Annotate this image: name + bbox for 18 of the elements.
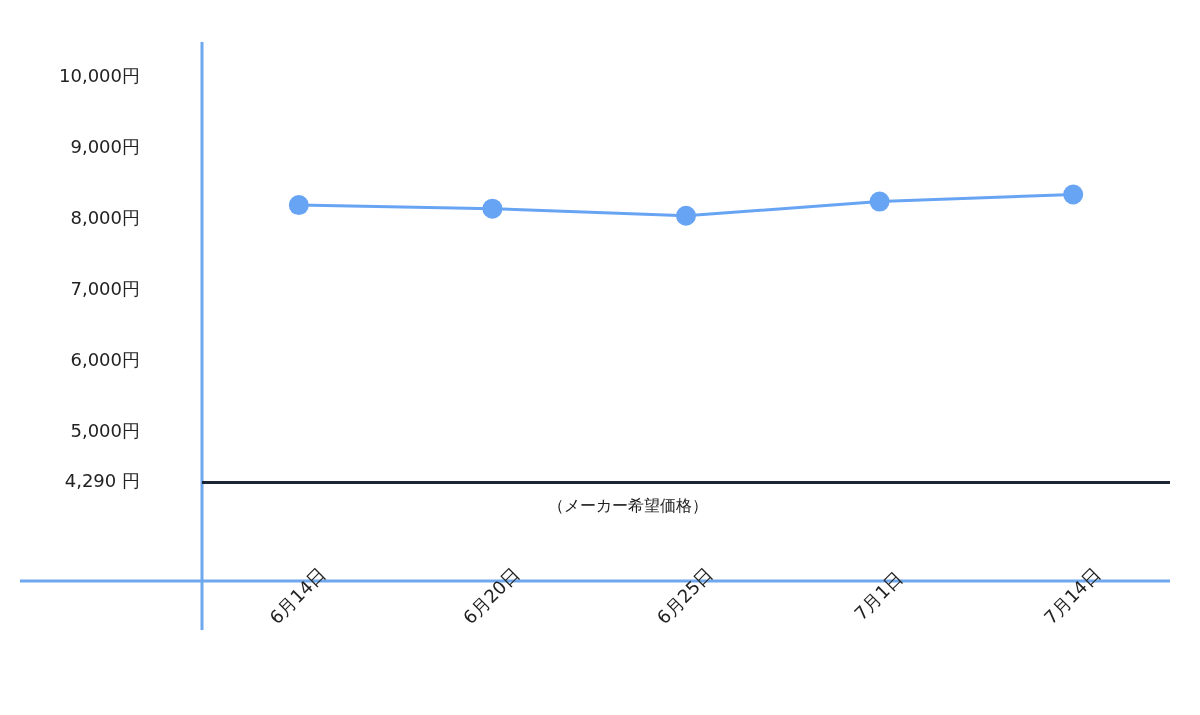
- x-tick-label: 6月20日: [458, 563, 524, 629]
- y-tick-label: 7,000円: [70, 277, 140, 299]
- y-tick-label: 5,000円: [70, 419, 140, 441]
- y-tick-label: 9,000円: [70, 136, 140, 158]
- point: [676, 205, 696, 226]
- y-tick-label: 4,290 円: [64, 470, 140, 492]
- x-tick-label: 7月1日: [850, 567, 907, 624]
- y-tick-label: 6,000円: [70, 348, 140, 370]
- point: [1063, 184, 1084, 205]
- y-tick-label: 8,000円: [70, 206, 140, 228]
- point: [869, 191, 890, 212]
- point: [288, 195, 309, 216]
- x-tick-label: 7月14日: [1039, 563, 1105, 629]
- x-tick-label: 6月25日: [652, 563, 718, 629]
- y-tick-label: 10,000円: [59, 65, 140, 87]
- ref-line-label: （メーカー希望価格）: [547, 495, 708, 515]
- point: [482, 198, 503, 219]
- x-tick-label: 6月14日: [265, 563, 330, 629]
